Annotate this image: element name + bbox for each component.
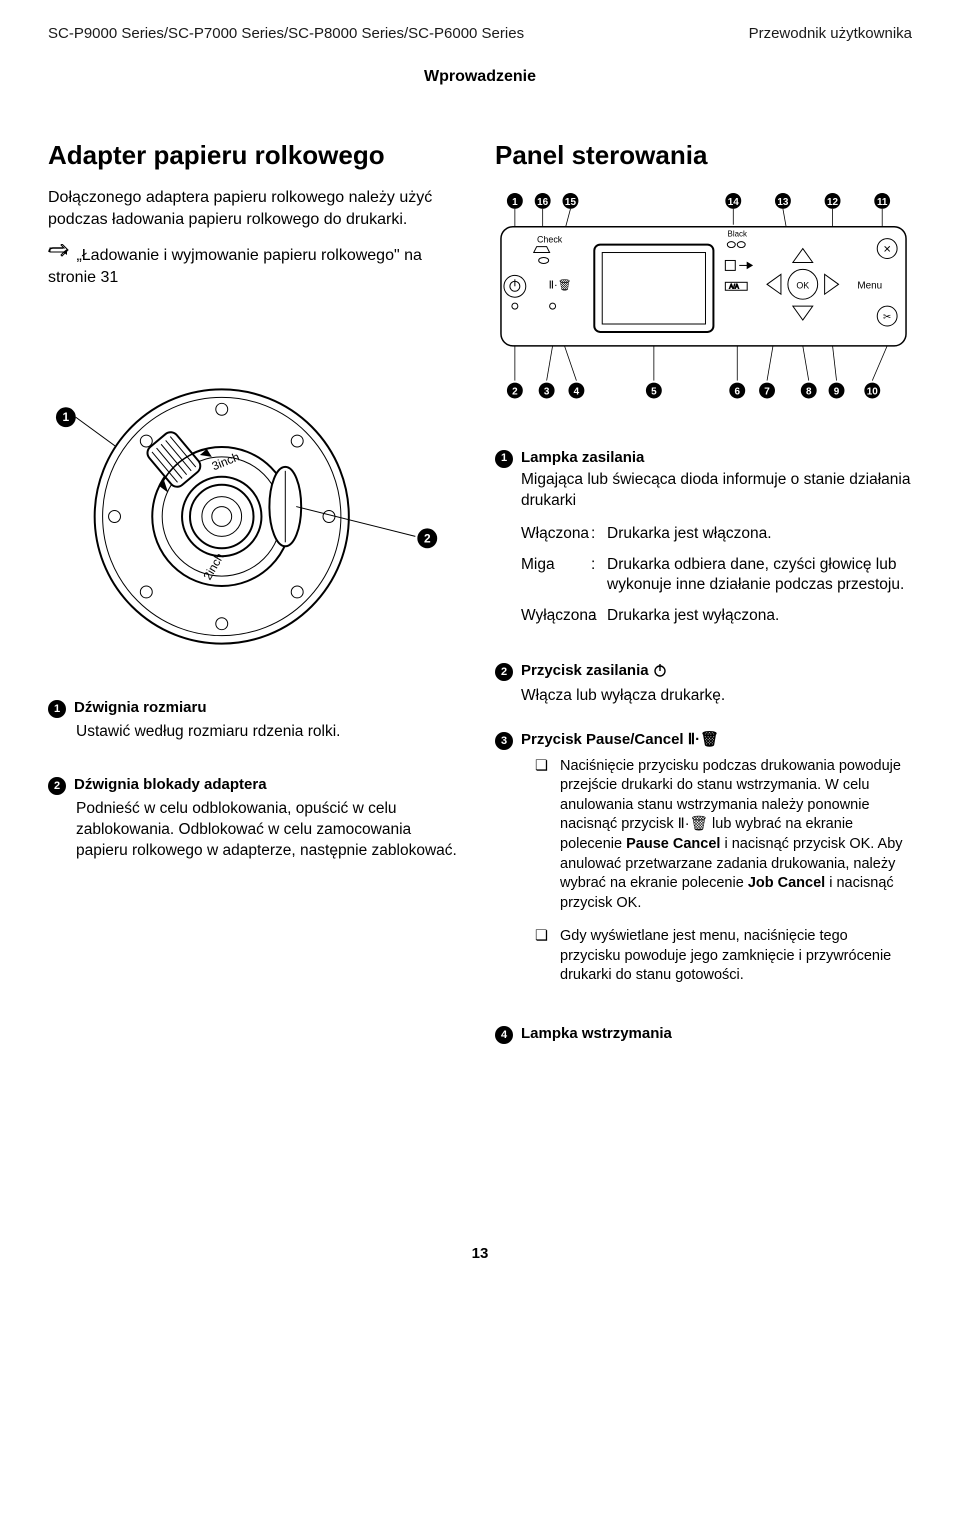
page-header: SC-P9000 Series/SC-P7000 Series/SC-P8000…	[48, 24, 912, 44]
r-item2-body: Włącza lub wyłącza drukarkę.	[521, 686, 725, 707]
num-2-icon: 2	[48, 777, 66, 795]
item2-title: Dźwignia blokady adaptera	[74, 775, 267, 795]
pause-cancel-icon: Ⅱ·🗑	[688, 731, 719, 748]
num-icon: 4	[495, 1026, 513, 1044]
sub-item: ❏ Naciśnięcie przycisku podczas drukowan…	[535, 757, 912, 914]
svg-text:2: 2	[512, 386, 518, 397]
section-name: Wprowadzenie	[48, 66, 912, 88]
r-item4-title: Lampka wstrzymania	[521, 1024, 672, 1044]
cross-reference: „Ładowanie i wyjmowanie papieru rolkoweg…	[48, 244, 465, 288]
num-icon: 2	[495, 663, 513, 681]
svg-text:8: 8	[806, 386, 812, 397]
svg-text:Black: Black	[728, 230, 747, 239]
svg-text:Menu: Menu	[857, 280, 882, 291]
svg-text:2: 2	[424, 532, 431, 546]
num-icon: 1	[495, 450, 513, 468]
status-label: Miga	[521, 555, 591, 597]
status-label: Wyłączona	[521, 606, 591, 627]
status-row: Włączona : Drukarka jest włączona.	[521, 524, 912, 545]
header-left: SC-P9000 Series/SC-P7000 Series/SC-P8000…	[48, 24, 524, 44]
svg-text:13: 13	[777, 197, 789, 208]
svg-text:1: 1	[512, 197, 518, 208]
header-right: Przewodnik użytkownika	[749, 24, 912, 44]
status-row: Miga : Drukarka odbiera dane, czyści gło…	[521, 555, 912, 597]
right-item-2: 2 Przycisk zasilania Włącza lub wyłącza …	[495, 661, 912, 706]
r-item2-title: Przycisk zasilania	[521, 661, 725, 683]
svg-text:14: 14	[728, 197, 740, 208]
sub-text-2: Gdy wyświetlane jest menu, naciśnięcie t…	[560, 927, 912, 986]
sub-text-1: Naciśnięcie przycisku podczas drukowania…	[560, 757, 912, 914]
num-icon: 3	[495, 732, 513, 750]
status-table: Włączona : Drukarka jest włączona. Miga …	[521, 524, 912, 628]
left-column: Adapter papieru rolkowego Dołączonego ad…	[48, 138, 465, 1044]
power-icon	[653, 663, 667, 683]
right-item-1: 1 Lampka zasilania Migająca lub świecąca…	[495, 448, 912, 512]
svg-text:3: 3	[544, 386, 550, 397]
svg-text:7: 7	[764, 386, 770, 397]
svg-text:Check: Check	[537, 235, 563, 245]
hand-icon	[48, 244, 72, 267]
status-desc: Drukarka odbiera dane, czyści głowicę lu…	[607, 555, 912, 597]
xref-text: „Ładowanie i wyjmowanie papieru rolkoweg…	[48, 247, 422, 286]
left-intro: Dołączonego adaptera papieru rolkowego n…	[48, 187, 465, 230]
svg-text:10: 10	[867, 386, 879, 397]
right-column: Panel sterowania 1 16 15 14 13 12 11 Che…	[495, 138, 912, 1044]
item2-body: Podnieść w celu odblokowania, opuścić w …	[76, 799, 465, 862]
right-item-4: 4 Lampka wstrzymania	[495, 1024, 912, 1044]
item3-sublist: ❏ Naciśnięcie przycisku podczas drukowan…	[535, 757, 912, 986]
svg-text:✕: ✕	[883, 244, 891, 255]
page-number: 13	[48, 1244, 912, 1264]
svg-text:6: 6	[734, 386, 740, 397]
svg-text:A/A: A/A	[729, 284, 739, 290]
sub-item: ❏ Gdy wyświetlane jest menu, naciśnięcie…	[535, 927, 912, 986]
svg-text:1: 1	[63, 410, 70, 424]
svg-text:OK: OK	[796, 280, 809, 290]
status-desc: Drukarka jest wyłączona.	[607, 606, 912, 627]
r-item3-title: Przycisk Pause/Cancel Ⅱ·🗑	[521, 730, 719, 750]
r-item1-body: Migająca lub świecąca dioda informuje o …	[521, 470, 912, 512]
right-title: Panel sterowania	[495, 138, 912, 173]
status-row: Wyłączona : Drukarka jest wyłączona.	[521, 606, 912, 627]
svg-text:11: 11	[877, 197, 888, 208]
svg-text:12: 12	[827, 197, 839, 208]
bullet-icon: ❏	[535, 757, 548, 914]
svg-text:9: 9	[834, 386, 840, 397]
left-item-1: 1 Dźwignia rozmiaru	[48, 698, 465, 718]
svg-text:4: 4	[574, 386, 580, 397]
status-desc: Drukarka jest włączona.	[607, 524, 912, 545]
right-item-3: 3 Przycisk Pause/Cancel Ⅱ·🗑	[495, 730, 912, 750]
r-item1-title: Lampka zasilania	[521, 448, 912, 468]
bullet-icon: ❏	[535, 927, 548, 986]
svg-text:Ⅱ·🗑: Ⅱ·🗑	[549, 278, 572, 291]
svg-text:16: 16	[537, 197, 549, 208]
svg-text:✂: ✂	[883, 312, 891, 323]
item1-body: Ustawić według rozmiaru rdzenia rolki.	[76, 722, 465, 743]
left-item-2: 2 Dźwignia blokady adaptera	[48, 775, 465, 795]
num-1-icon: 1	[48, 700, 66, 718]
svg-text:15: 15	[565, 197, 577, 208]
adapter-diagram: 1	[48, 308, 465, 656]
left-title: Adapter papieru rolkowego	[48, 138, 465, 173]
status-label: Włączona	[521, 524, 591, 545]
control-panel-diagram: 1 16 15 14 13 12 11 Check Ⅱ·🗑	[495, 187, 912, 415]
item1-title: Dźwignia rozmiaru	[74, 698, 207, 718]
svg-text:5: 5	[651, 386, 657, 397]
